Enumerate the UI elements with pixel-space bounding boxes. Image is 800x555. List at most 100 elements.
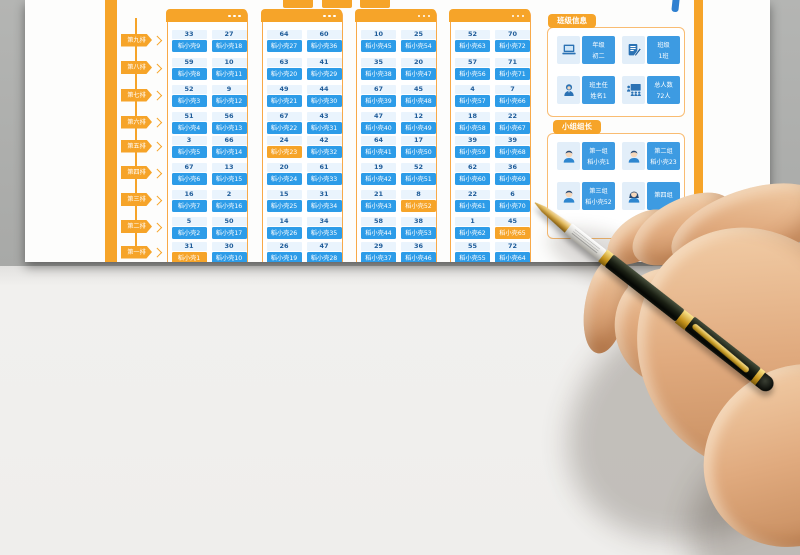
seat-name-cell[interactable]: 稻小壳32 bbox=[306, 146, 342, 158]
seat-number-cell[interactable]: 71 bbox=[495, 57, 530, 67]
seat-name-cell[interactable]: 稻小壳43 bbox=[361, 199, 396, 212]
seat-number-cell[interactable]: 64 bbox=[266, 30, 302, 39]
seat-name-cell[interactable]: 稻小壳72 bbox=[495, 40, 530, 52]
seat-name-cell[interactable]: 稻小壳63 bbox=[455, 40, 490, 52]
seat-name-cell[interactable]: 稻小壳11 bbox=[211, 67, 247, 80]
seat-number-cell[interactable]: 64 bbox=[361, 136, 396, 145]
seat-name-cell[interactable]: 稻小壳19 bbox=[266, 252, 302, 262]
seat-name-cell[interactable]: 稻小壳10 bbox=[211, 252, 247, 262]
seat-name-cell[interactable]: 稻小壳18 bbox=[211, 40, 247, 52]
seat-name-cell[interactable]: 稻小壳38 bbox=[361, 67, 396, 80]
seat-number-cell[interactable]: 57 bbox=[455, 57, 490, 67]
seat-number-cell[interactable]: 20 bbox=[266, 162, 302, 172]
seat-name-cell[interactable]: 稻小壳59 bbox=[455, 146, 490, 158]
seat-number-cell[interactable]: 34 bbox=[306, 216, 342, 226]
seat-name-cell[interactable]: 稻小壳56 bbox=[455, 67, 490, 80]
seat-number-cell[interactable]: 66 bbox=[211, 136, 247, 145]
seat-name-cell[interactable]: 稻小壳20 bbox=[266, 67, 302, 80]
seat-name-cell[interactable]: 稻小壳48 bbox=[401, 95, 436, 107]
seat-number-cell[interactable]: 18 bbox=[455, 112, 490, 121]
seat-name-cell[interactable]: 稻小壳17 bbox=[211, 226, 247, 239]
seat-name-cell[interactable]: 稻小壳50 bbox=[401, 146, 436, 158]
seat-name-cell[interactable]: 稻小壳39 bbox=[361, 95, 396, 107]
seat-name-cell[interactable]: 稻小壳21 bbox=[266, 95, 302, 107]
seat-number-cell[interactable]: 27 bbox=[211, 30, 247, 39]
seat-number-cell[interactable]: 41 bbox=[306, 57, 342, 67]
seat-number-cell[interactable]: 14 bbox=[266, 216, 302, 226]
seat-number-cell[interactable]: 50 bbox=[211, 216, 247, 226]
seat-number-cell[interactable]: 5 bbox=[171, 216, 207, 226]
seat-number-cell[interactable]: 62 bbox=[455, 162, 490, 172]
seat-number-cell[interactable]: 25 bbox=[401, 30, 436, 39]
seat-number-cell[interactable]: 26 bbox=[266, 242, 302, 251]
seat-number-cell[interactable]: 33 bbox=[171, 30, 207, 39]
seat-name-cell[interactable]: 稻小壳14 bbox=[211, 146, 247, 158]
seat-name-cell[interactable]: 稻小壳16 bbox=[211, 199, 247, 212]
seat-name-cell[interactable]: 稻小壳68 bbox=[495, 146, 530, 158]
seat-name-cell[interactable]: 稻小壳24 bbox=[266, 172, 302, 185]
seat-name-cell[interactable]: 稻小壳60 bbox=[455, 172, 490, 185]
seat-name-cell[interactable]: 稻小壳30 bbox=[306, 95, 342, 107]
seat-number-cell[interactable]: 72 bbox=[495, 242, 530, 251]
seat-number-cell[interactable]: 10 bbox=[361, 30, 396, 39]
seat-name-cell[interactable]: 稻小壳36 bbox=[306, 40, 342, 52]
seat-number-cell[interactable]: 44 bbox=[306, 85, 342, 94]
seat-number-cell[interactable]: 7 bbox=[495, 85, 530, 94]
seat-number-cell[interactable]: 13 bbox=[211, 162, 247, 172]
value-tile[interactable]: 第一组 稻小壳1 bbox=[582, 142, 615, 170]
seat-name-cell[interactable]: 稻小壳51 bbox=[401, 172, 436, 185]
seat-name-cell[interactable]: 稻小壳25 bbox=[266, 199, 302, 212]
seat-name-cell[interactable]: 稻小壳49 bbox=[401, 122, 436, 134]
seat-name-cell[interactable]: 稻小壳35 bbox=[306, 226, 342, 239]
seat-name-cell[interactable]: 稻小壳7 bbox=[171, 199, 207, 212]
seat-name-cell[interactable]: 稻小壳69 bbox=[495, 172, 530, 185]
seat-number-cell[interactable]: 67 bbox=[361, 85, 396, 94]
value-tile[interactable]: 年级 初二 bbox=[582, 36, 615, 64]
seat-name-cell[interactable]: 稻小壳31 bbox=[306, 122, 342, 134]
seat-name-cell[interactable]: 稻小壳44 bbox=[361, 226, 396, 239]
seat-name-cell[interactable]: 稻小壳4 bbox=[171, 122, 207, 134]
seat-number-cell[interactable]: 6 bbox=[495, 189, 530, 199]
value-tile[interactable]: 班主任 姓名1 bbox=[582, 76, 615, 104]
value-tile[interactable]: 总人数 72人 bbox=[647, 76, 680, 104]
seat-name-cell[interactable]: 稻小壳22 bbox=[266, 122, 302, 134]
seat-name-cell[interactable]: 稻小壳12 bbox=[211, 95, 247, 107]
seat-name-cell[interactable]: 稻小壳57 bbox=[455, 95, 490, 107]
seat-name-cell[interactable]: 稻小壳46 bbox=[401, 252, 436, 262]
seat-name-cell[interactable]: 稻小壳66 bbox=[495, 95, 530, 107]
seat-name-cell[interactable]: 稻小壳9 bbox=[171, 40, 207, 52]
seat-number-cell[interactable]: 47 bbox=[306, 242, 342, 251]
seat-number-cell[interactable]: 36 bbox=[401, 242, 436, 251]
seat-number-cell[interactable]: 17 bbox=[401, 136, 436, 145]
seat-name-cell[interactable]: 稻小壳34 bbox=[306, 199, 342, 212]
seat-number-cell[interactable]: 45 bbox=[401, 85, 436, 94]
seat-number-cell[interactable]: 20 bbox=[401, 57, 436, 67]
seat-name-cell[interactable]: 稻小壳40 bbox=[361, 122, 396, 134]
seat-number-cell[interactable]: 1 bbox=[455, 216, 490, 226]
seat-name-cell[interactable]: 稻小壳41 bbox=[361, 146, 396, 158]
seat-name-cell[interactable]: 稻小壳2 bbox=[171, 226, 207, 239]
seat-number-cell[interactable]: 16 bbox=[171, 189, 207, 199]
seat-name-cell[interactable]: 稻小壳70 bbox=[495, 199, 530, 212]
seat-name-cell[interactable]: 稻小壳15 bbox=[211, 172, 247, 185]
seat-name-cell[interactable]: 稻小壳23 bbox=[266, 146, 302, 158]
seat-number-cell[interactable]: 70 bbox=[495, 30, 530, 39]
seat-number-cell[interactable]: 21 bbox=[361, 189, 396, 199]
seat-number-cell[interactable]: 42 bbox=[306, 136, 342, 145]
seat-number-cell[interactable]: 45 bbox=[495, 216, 530, 226]
seat-number-cell[interactable]: 31 bbox=[306, 189, 342, 199]
seat-number-cell[interactable]: 61 bbox=[306, 162, 342, 172]
seat-name-cell[interactable]: 稻小壳71 bbox=[495, 67, 530, 80]
seat-name-cell[interactable]: 稻小壳61 bbox=[455, 199, 490, 212]
seat-number-cell[interactable]: 22 bbox=[455, 189, 490, 199]
seat-name-cell[interactable]: 稻小壳1 bbox=[171, 252, 207, 262]
seat-name-cell[interactable]: 稻小壳28 bbox=[306, 252, 342, 262]
seat-number-cell[interactable]: 36 bbox=[495, 162, 530, 172]
seat-name-cell[interactable]: 稻小壳55 bbox=[455, 252, 490, 262]
seat-number-cell[interactable]: 22 bbox=[495, 112, 530, 121]
seat-number-cell[interactable]: 58 bbox=[361, 216, 396, 226]
seat-name-cell[interactable]: 稻小壳6 bbox=[171, 172, 207, 185]
seat-number-cell[interactable]: 52 bbox=[401, 162, 436, 172]
seat-number-cell[interactable]: 55 bbox=[455, 242, 490, 251]
seat-name-cell[interactable]: 稻小壳62 bbox=[455, 226, 490, 239]
